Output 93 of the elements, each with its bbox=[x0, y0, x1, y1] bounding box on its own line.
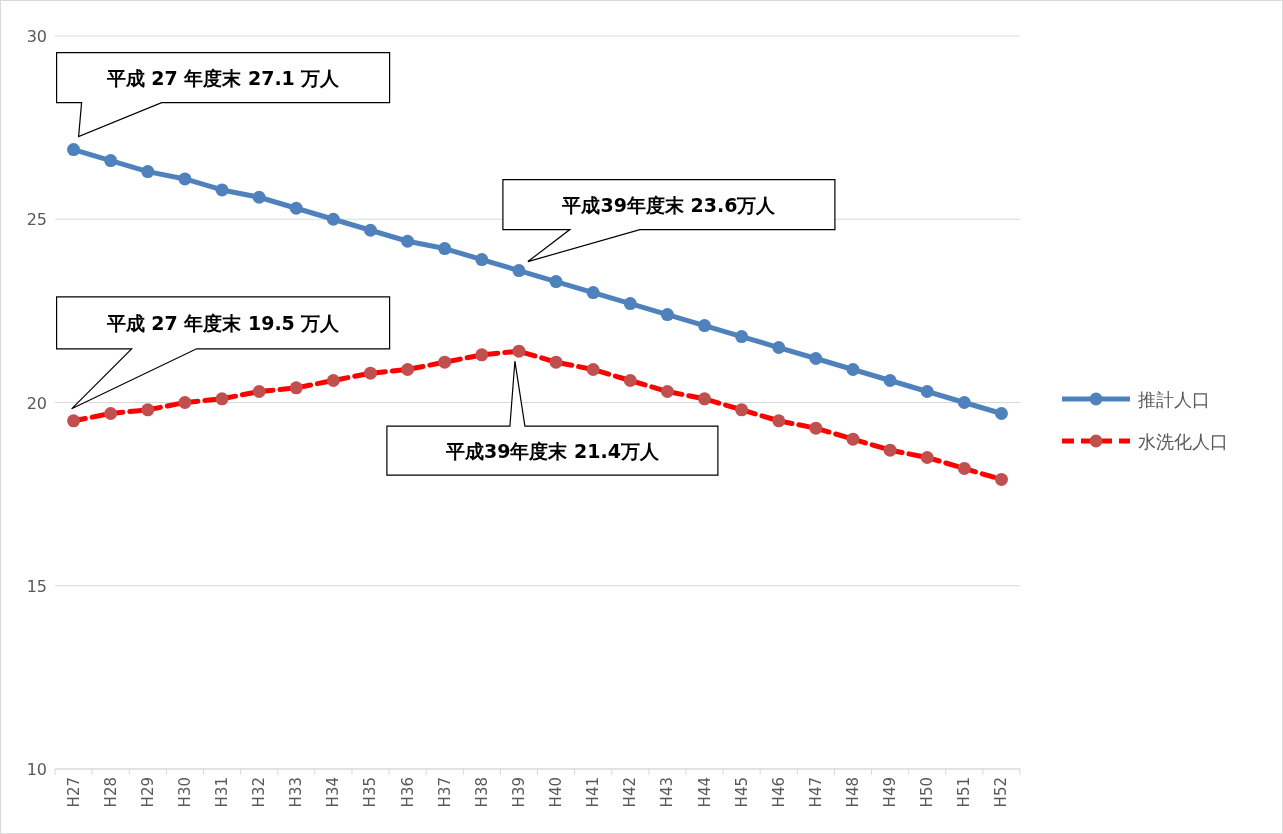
point bbox=[735, 403, 749, 417]
x-tick-label: H31 bbox=[213, 777, 232, 808]
y-tick-label: 30 bbox=[26, 27, 47, 46]
x-tick-label: H49 bbox=[881, 777, 900, 808]
point bbox=[846, 432, 860, 446]
x-tick-label: H29 bbox=[138, 777, 157, 808]
point bbox=[698, 392, 712, 406]
point bbox=[326, 212, 340, 226]
callout-arrow: 平成 27 年度末 19.5 万人 bbox=[56, 296, 391, 410]
point bbox=[475, 348, 489, 362]
point bbox=[883, 443, 897, 457]
x-tick-label: H45 bbox=[732, 777, 751, 808]
x-tick-label: H46 bbox=[769, 777, 788, 808]
point bbox=[252, 190, 266, 204]
x-tick-label: H42 bbox=[621, 777, 640, 808]
point bbox=[512, 344, 526, 358]
point bbox=[883, 374, 897, 388]
point bbox=[67, 143, 81, 157]
point bbox=[623, 374, 637, 388]
legend-label: 推計人口 bbox=[1138, 389, 1210, 410]
x-tick-label: H28 bbox=[101, 777, 120, 808]
annotation: 平成39年度末 21.4万人 bbox=[444, 439, 660, 462]
x-tick-label: H47 bbox=[806, 777, 825, 808]
x-tick-label: H30 bbox=[175, 777, 194, 808]
point bbox=[215, 183, 229, 197]
point bbox=[363, 223, 377, 237]
point bbox=[920, 450, 934, 464]
annotation: 平成39年度末 23.6万人 bbox=[561, 193, 777, 216]
point bbox=[957, 461, 971, 475]
x-tick-label: H35 bbox=[361, 777, 380, 808]
y-tick-label: 25 bbox=[26, 210, 47, 230]
y-tick-label: 20 bbox=[26, 393, 47, 413]
point bbox=[401, 234, 415, 248]
point bbox=[994, 472, 1008, 486]
point bbox=[846, 363, 860, 377]
point bbox=[735, 330, 749, 344]
point bbox=[67, 414, 81, 428]
point bbox=[660, 308, 674, 322]
point bbox=[252, 385, 266, 399]
legend-label: 水洗化人口 bbox=[1138, 431, 1228, 452]
annotation: 平成 27 年度末 19.5 万人 bbox=[105, 311, 341, 334]
point bbox=[698, 319, 712, 333]
point bbox=[141, 165, 155, 179]
y-tick-label: 15 bbox=[26, 576, 47, 596]
point bbox=[289, 201, 303, 215]
x-tick-label: H38 bbox=[472, 777, 491, 808]
point bbox=[623, 297, 637, 311]
y-tick-label: 10 bbox=[26, 760, 47, 779]
point bbox=[215, 392, 229, 406]
point bbox=[289, 381, 303, 395]
point bbox=[809, 421, 823, 435]
point bbox=[141, 403, 155, 417]
point bbox=[920, 385, 934, 399]
x-tick-label: H50 bbox=[918, 777, 937, 808]
x-tick-label: H36 bbox=[398, 777, 417, 808]
x-tick-label: H37 bbox=[435, 777, 454, 808]
point bbox=[104, 407, 118, 420]
x-tick-label: H33 bbox=[287, 777, 306, 808]
point bbox=[957, 396, 971, 409]
x-tick-label: H48 bbox=[843, 777, 862, 808]
point bbox=[104, 154, 118, 168]
point bbox=[178, 172, 192, 186]
point bbox=[475, 253, 489, 267]
x-tick-label: H44 bbox=[695, 777, 714, 808]
point bbox=[660, 385, 674, 399]
x-tick-label: H43 bbox=[658, 777, 677, 808]
x-tick-label: H40 bbox=[547, 777, 566, 808]
point bbox=[586, 363, 600, 377]
x-tick-label: H34 bbox=[324, 777, 343, 808]
point bbox=[438, 242, 452, 256]
x-tick-label: H32 bbox=[250, 777, 269, 808]
point bbox=[809, 352, 823, 366]
x-tick-label: H39 bbox=[509, 777, 528, 808]
point bbox=[549, 355, 563, 369]
x-tick-label: H51 bbox=[955, 777, 974, 808]
callout-arrow: 平成39年度末 21.4万人 bbox=[386, 360, 719, 476]
callout-arrow: 平成39年度末 23.6万人 bbox=[502, 179, 836, 263]
point bbox=[178, 396, 192, 409]
point bbox=[512, 264, 526, 278]
point bbox=[772, 414, 786, 428]
point bbox=[549, 275, 563, 289]
x-tick-label: H41 bbox=[584, 777, 603, 808]
point bbox=[326, 374, 340, 388]
callout-arrow: 平成 27 年度末 27.1 万人 bbox=[56, 52, 391, 138]
x-tick-label: H52 bbox=[992, 777, 1011, 808]
point bbox=[401, 363, 415, 377]
x-tick-label: H27 bbox=[64, 777, 83, 808]
point bbox=[586, 286, 600, 300]
point bbox=[438, 355, 452, 369]
annotation: 平成 27 年度末 27.1 万人 bbox=[105, 66, 341, 89]
point bbox=[994, 407, 1008, 420]
point bbox=[363, 366, 377, 380]
point bbox=[772, 341, 786, 355]
